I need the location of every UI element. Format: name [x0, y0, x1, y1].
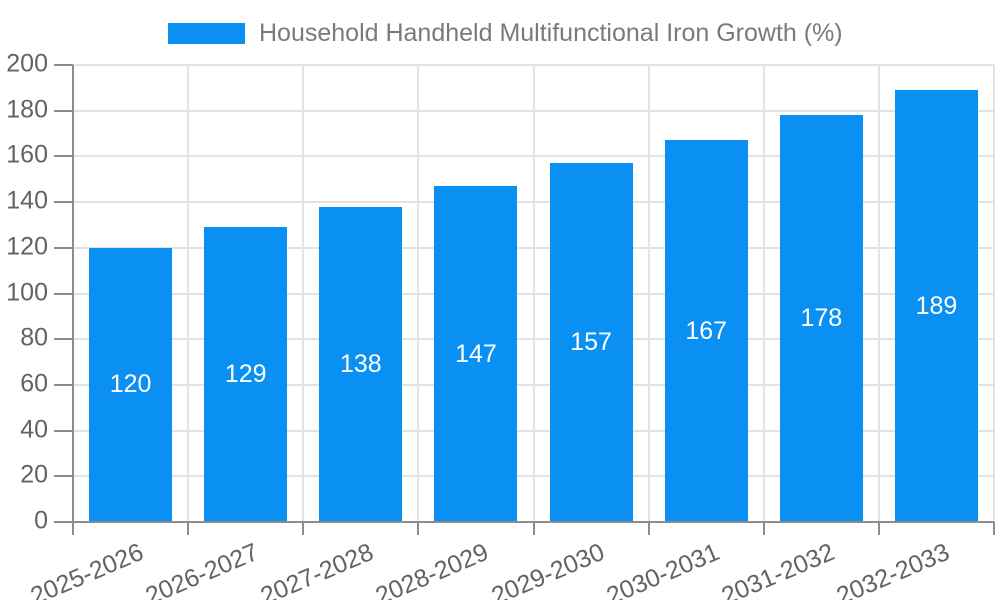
y-tick-label: 140	[6, 186, 48, 215]
x-axis-tick	[532, 522, 535, 535]
bar: 189	[894, 90, 978, 522]
bar-value-label: 157	[570, 328, 612, 357]
y-tick-label: 160	[6, 140, 48, 169]
legend-title: Household Handheld Multifunctional Iron …	[259, 19, 843, 47]
x-tick-label: 2027-2028	[256, 538, 378, 600]
x-tick-label: 2028-2029	[371, 538, 493, 600]
bar-value-label: 129	[224, 360, 267, 389]
y-axis-tick	[54, 383, 73, 386]
x-gridline	[647, 65, 650, 522]
x-gridline	[302, 65, 305, 522]
y-tick-label: 20	[20, 460, 48, 489]
y-tick-label: 100	[6, 277, 48, 306]
bar: 178	[779, 115, 863, 522]
x-axis-tick	[762, 522, 765, 535]
y-axis-tick	[54, 292, 73, 295]
y-axis-line	[72, 65, 74, 535]
x-gridline	[762, 65, 765, 522]
plot-area: 0 20 40 60 80 100 120 140 160 180 200 120 129 138 147 1…	[6, 49, 995, 600]
bar: 167	[664, 140, 748, 522]
x-gridline	[877, 65, 880, 522]
x-tick-label: 2026-2027	[141, 538, 263, 600]
x-tick-label: 2032-2033	[832, 538, 954, 600]
x-gridline	[532, 65, 535, 522]
x-axis-line	[73, 521, 994, 523]
x-axis-tick	[647, 522, 650, 535]
x-tick-label: 2029-2030	[487, 538, 609, 600]
y-axis-tick	[54, 109, 73, 112]
bar: 120	[89, 247, 173, 522]
y-axis-tick	[54, 429, 73, 432]
x-tick-label: 2025-2026	[26, 538, 148, 600]
y-axis-tick	[54, 475, 73, 478]
bar: 157	[549, 163, 633, 522]
legend-swatch	[168, 23, 245, 44]
y-axis-tick	[54, 155, 73, 158]
bar-value-label: 120	[109, 370, 152, 399]
y-tick-label: 40	[20, 414, 48, 443]
x-gridline	[993, 65, 995, 522]
x-axis-tick	[187, 522, 190, 535]
chart-legend: Household Handheld Multifunctional Iron …	[168, 19, 843, 48]
y-axis-tick	[54, 521, 73, 523]
y-tick-label: 80	[20, 323, 48, 352]
bar-value-label: 167	[685, 316, 728, 345]
bar: 129	[204, 227, 288, 522]
bar-value-label: 178	[800, 304, 843, 333]
x-tick-label: 2030-2031	[602, 538, 724, 600]
y-axis-tick	[54, 201, 73, 204]
x-axis-tick	[302, 522, 305, 535]
bar: 138	[319, 206, 403, 522]
x-tick-label: 2031-2032	[717, 538, 839, 600]
y-tick-label: 0	[34, 506, 48, 535]
x-gridline	[187, 65, 190, 522]
y-axis-tick	[54, 246, 73, 249]
x-axis-tick	[993, 522, 995, 535]
y-tick-label: 60	[20, 369, 48, 398]
y-tick-label: 120	[6, 232, 48, 261]
x-axis-tick	[877, 522, 880, 535]
y-tick-label: 200	[6, 49, 48, 78]
bar-value-label: 138	[339, 349, 382, 378]
bar: 147	[434, 186, 518, 522]
y-tick-label: 180	[6, 95, 48, 124]
bar-value-label: 189	[915, 291, 958, 320]
x-gridline	[417, 65, 420, 522]
y-axis-tick	[54, 338, 73, 341]
bar-value-label: 147	[455, 339, 497, 368]
y-axis-tick	[54, 64, 73, 66]
x-axis-tick	[417, 522, 420, 535]
